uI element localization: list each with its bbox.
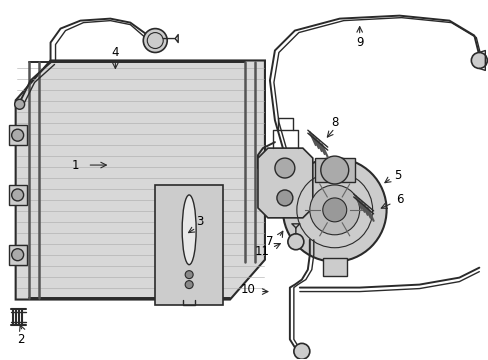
Bar [9, 245, 26, 265]
Bar [9, 185, 26, 205]
Text: 9: 9 [355, 36, 363, 49]
Circle shape [15, 99, 24, 109]
Circle shape [322, 198, 346, 222]
Text: 3: 3 [196, 215, 203, 228]
Text: 10: 10 [240, 283, 255, 296]
Circle shape [12, 129, 23, 141]
Bar [322, 258, 346, 276]
Circle shape [470, 53, 487, 68]
Ellipse shape [182, 195, 196, 265]
Circle shape [185, 271, 193, 279]
Bar [314, 158, 354, 182]
Text: 7: 7 [265, 235, 273, 248]
Circle shape [293, 343, 309, 359]
Circle shape [12, 189, 23, 201]
Circle shape [276, 190, 292, 206]
Bar [9, 125, 26, 145]
Text: 1: 1 [72, 158, 79, 172]
Text: 2: 2 [17, 333, 24, 346]
Text: 4: 4 [111, 46, 119, 59]
Circle shape [287, 234, 303, 250]
Circle shape [274, 158, 294, 178]
Polygon shape [16, 60, 264, 300]
Text: 5: 5 [393, 168, 401, 181]
Circle shape [320, 156, 348, 184]
Circle shape [143, 28, 167, 53]
Circle shape [283, 158, 386, 262]
Circle shape [185, 280, 193, 289]
Circle shape [12, 249, 23, 261]
Text: 8: 8 [330, 116, 338, 129]
Bar [155, 185, 223, 305]
Polygon shape [258, 148, 312, 218]
Text: 11: 11 [254, 245, 269, 258]
Text: 6: 6 [395, 193, 403, 206]
Circle shape [309, 185, 359, 235]
